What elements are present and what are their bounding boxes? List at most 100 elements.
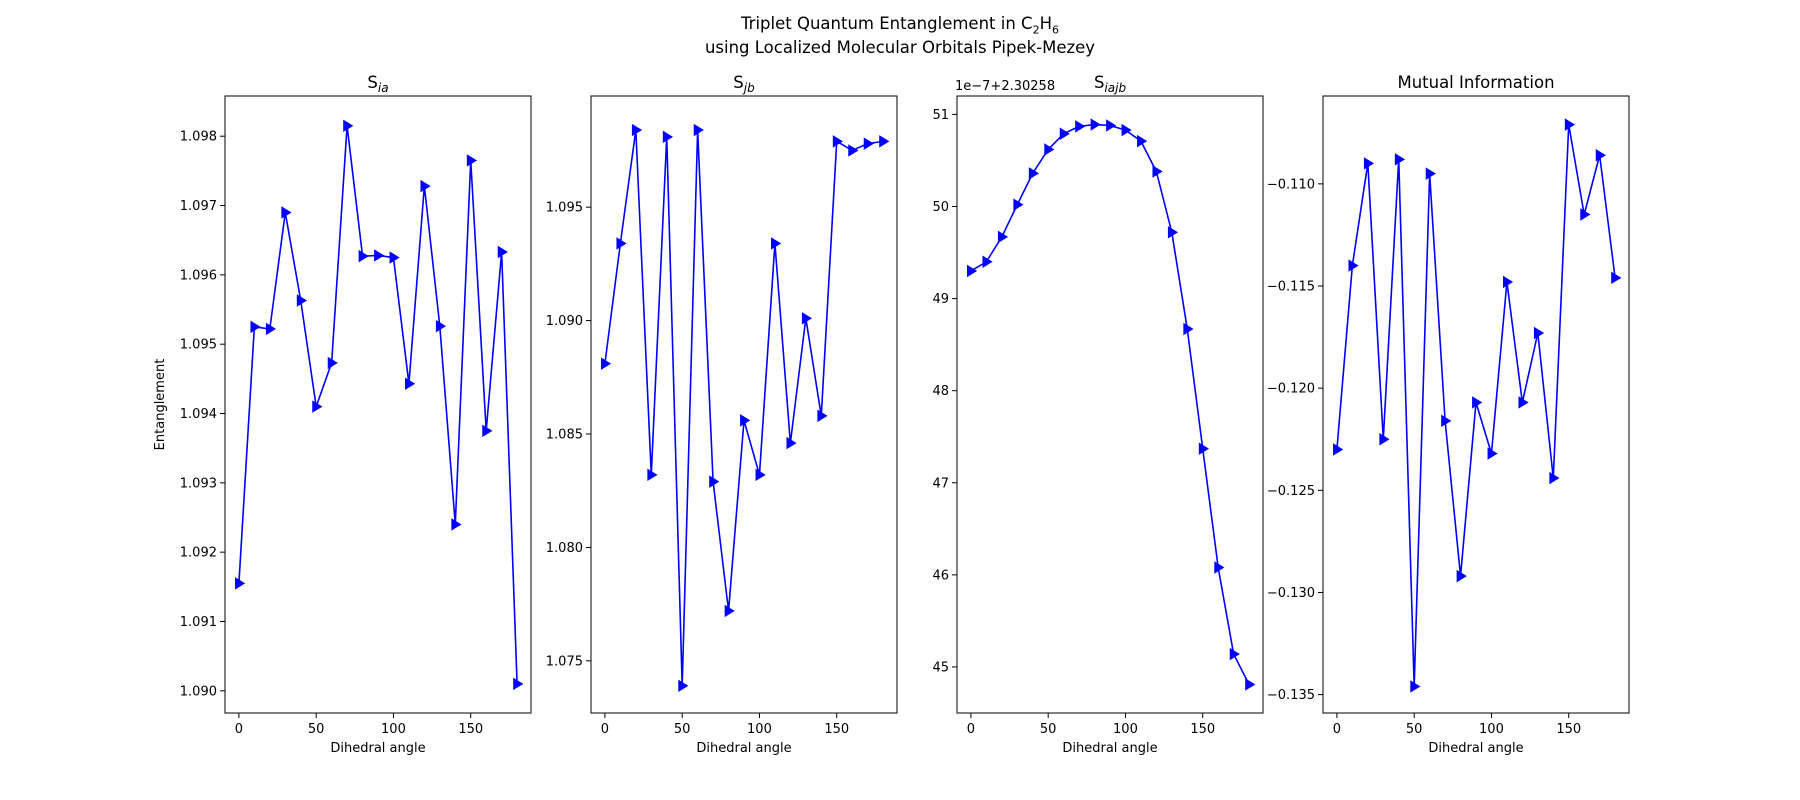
- y-offset-text: 1e−7+2.30258: [955, 79, 1055, 94]
- data-point: [755, 468, 766, 482]
- data-point: [312, 400, 323, 413]
- data-point: [1487, 447, 1498, 460]
- y-tick-label: 1.080: [546, 541, 583, 556]
- data-point: [327, 356, 338, 370]
- data-point: [482, 424, 493, 438]
- x-tick-label: 50: [1040, 722, 1057, 737]
- y-tick-label: 1.095: [546, 201, 583, 216]
- x-axis-label: Dihedral angle: [1428, 741, 1523, 756]
- data-point: [879, 135, 890, 148]
- data-point: [740, 414, 751, 427]
- y-tick-label: 1.096: [180, 268, 217, 283]
- y-tick-label: 1.098: [180, 130, 217, 145]
- data-point: [420, 179, 431, 193]
- data-point: [1044, 143, 1055, 156]
- data-point: [863, 137, 874, 150]
- x-tick-label: 0: [967, 722, 975, 737]
- y-axis-label: Entanglement: [153, 359, 168, 451]
- y-tick-label: 47: [932, 476, 949, 491]
- panel-title: Sjb: [733, 73, 755, 95]
- y-tick-label: 1.092: [180, 546, 217, 561]
- data-point: [1075, 120, 1086, 133]
- y-tick-label: 48: [932, 384, 949, 399]
- data-point: [1229, 647, 1240, 661]
- data-point: [466, 154, 477, 167]
- data-point: [967, 264, 978, 278]
- data-point: [451, 518, 462, 531]
- figure-title-line2: using Localized Molecular Orbitals Pipek…: [704, 38, 1096, 57]
- data-point: [1379, 433, 1390, 446]
- data-point: [1564, 118, 1575, 131]
- data-point: [1013, 198, 1024, 211]
- data-point: [1363, 157, 1375, 170]
- data-point: [1152, 165, 1163, 178]
- data-point: [771, 237, 782, 250]
- data-point: [1394, 153, 1405, 166]
- data-point: [1245, 678, 1256, 691]
- series-line: [604, 129, 884, 687]
- data-point: [405, 377, 416, 390]
- panel-title-subscript: jb: [742, 81, 755, 95]
- x-tick-label: 150: [1556, 722, 1581, 737]
- x-tick-label: 100: [1479, 722, 1504, 737]
- chart-panel-3: 0 50 100 150 45 46 47 48 49 50 51 Siajb 1e−7+2.30258…: [932, 73, 1264, 756]
- x-axis-label: Dihedral angle: [1062, 741, 1157, 756]
- data-point: [1059, 127, 1070, 140]
- x-tick-label: 0: [601, 722, 609, 737]
- data-point: [647, 468, 658, 482]
- y-tick-label: 49: [932, 292, 949, 307]
- y-tick-label: −0.120: [1267, 382, 1315, 397]
- data-point: [343, 119, 354, 133]
- y-tick-label: 1.075: [546, 654, 583, 669]
- data-point: [801, 312, 813, 325]
- y-tick-label: 50: [932, 200, 949, 215]
- data-point: [1580, 208, 1591, 221]
- data-point: [235, 577, 246, 590]
- data-point: [786, 436, 797, 450]
- y-tick-label: −0.115: [1267, 280, 1315, 295]
- chart-panel-4: 0 50 100 150 −0.135 −0.130 −0.125 −0.120 −0.115 −…: [1267, 73, 1630, 756]
- x-axis-label: Dihedral angle: [330, 741, 425, 756]
- data-point: [724, 604, 735, 618]
- data-point: [296, 294, 307, 307]
- data-point: [1106, 119, 1117, 132]
- panel-title-main: Mutual Information: [1397, 73, 1554, 92]
- x-tick-label: 100: [747, 722, 772, 737]
- x-tick-label: 0: [235, 722, 243, 737]
- y-tick-label: 1.094: [180, 407, 217, 422]
- x-tick-label: 150: [1190, 722, 1215, 737]
- y-tick-label: 1.085: [546, 427, 583, 442]
- data-point: [513, 677, 524, 691]
- data-point: [1518, 396, 1529, 409]
- data-point: [1456, 569, 1467, 583]
- y-tick-label: 1.090: [546, 314, 583, 329]
- x-tick-label: 100: [1113, 722, 1138, 737]
- data-point: [678, 679, 689, 692]
- data-point: [435, 319, 447, 333]
- data-point: [1137, 134, 1148, 148]
- data-point: [1410, 680, 1421, 693]
- y-tick-label: 1.097: [180, 199, 217, 214]
- data-point: [1425, 167, 1436, 180]
- panel-title: Siajb: [1094, 73, 1127, 95]
- y-tick-label: 1.093: [180, 476, 217, 491]
- data-point: [982, 255, 993, 268]
- y-tick-label: −0.110: [1267, 177, 1315, 192]
- y-tick-label: 1.090: [180, 684, 217, 699]
- y-tick-label: 45: [932, 660, 949, 675]
- panel-title: Mutual Information: [1397, 73, 1554, 92]
- x-tick-label: 50: [674, 722, 691, 737]
- x-tick-label: 150: [458, 722, 483, 737]
- panel-title: Sia: [367, 73, 388, 95]
- series-line: [970, 123, 1250, 685]
- x-tick-label: 150: [824, 722, 849, 737]
- data-point: [1611, 271, 1622, 285]
- y-tick-label: 46: [932, 568, 949, 583]
- chart-panel-1: 0 50 100 150 1.090 1.091 1.092 1.093 1.094 1.095 1…: [153, 73, 532, 756]
- data-point: [997, 230, 1009, 244]
- data-point: [374, 249, 385, 262]
- data-point: [1441, 414, 1452, 428]
- data-point: [1214, 561, 1225, 574]
- x-tick-label: 50: [1406, 722, 1423, 737]
